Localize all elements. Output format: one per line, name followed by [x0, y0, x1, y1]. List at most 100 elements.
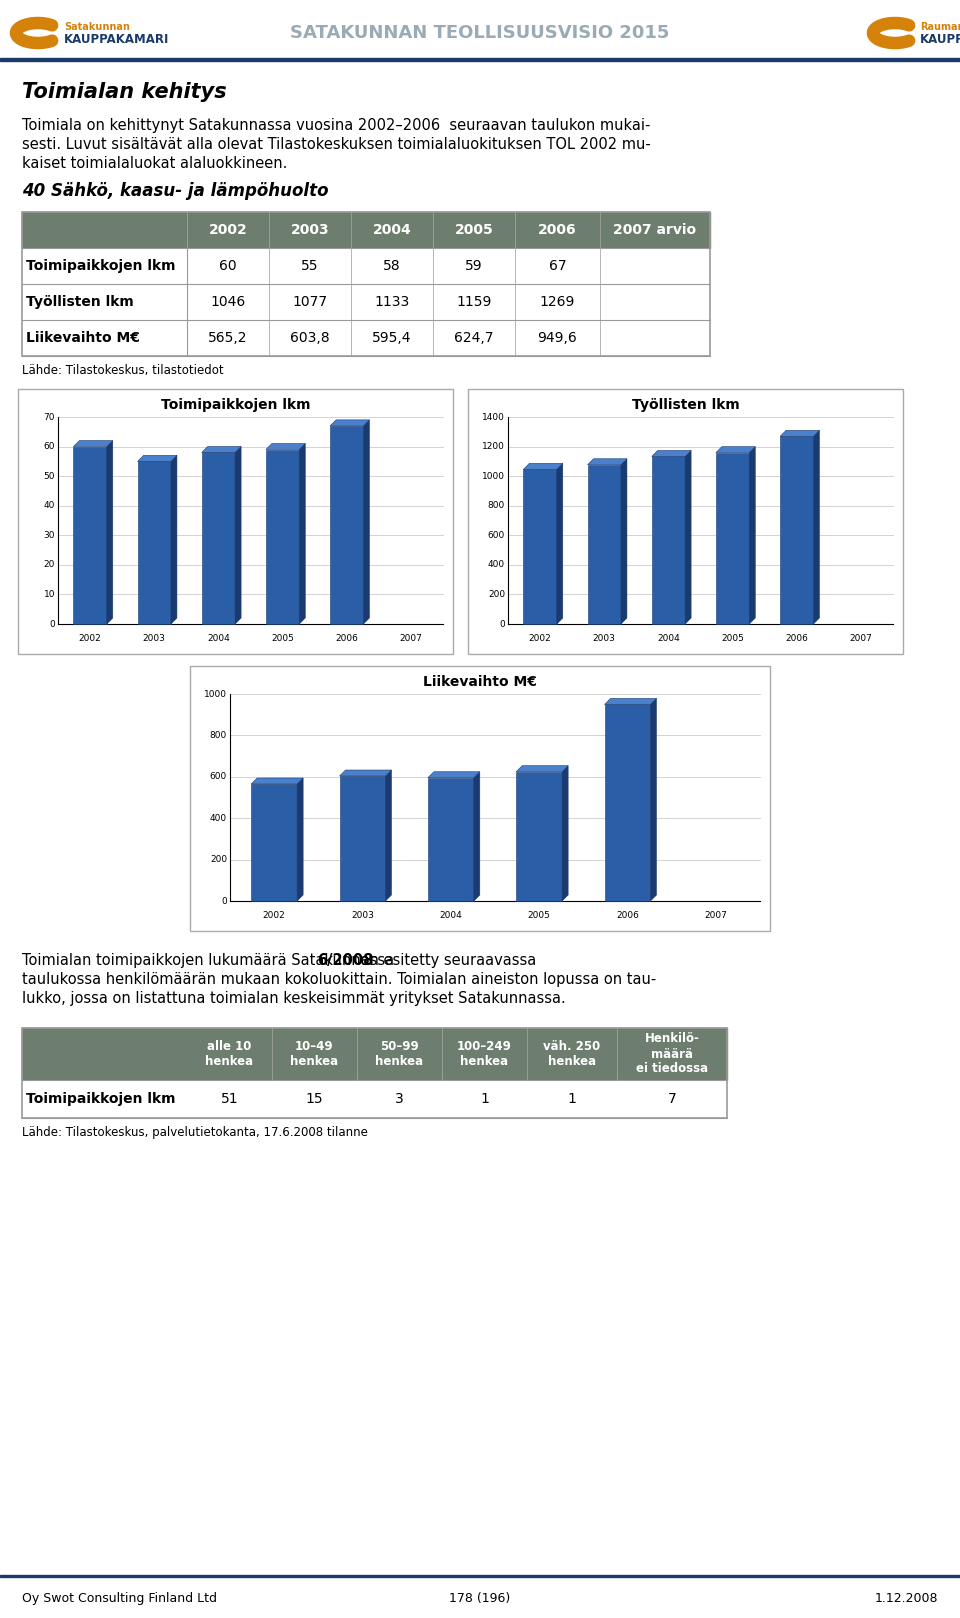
Text: 100–249
henkea: 100–249 henkea	[457, 1040, 512, 1068]
Text: 2007 arvio: 2007 arvio	[613, 223, 697, 236]
Text: Toimiala on kehittynyt Satakunnassa vuosina 2002–2006  seuraavan taulukon mukai-: Toimiala on kehittynyt Satakunnassa vuos…	[22, 118, 650, 133]
Polygon shape	[813, 430, 820, 625]
Polygon shape	[340, 770, 392, 777]
Bar	[266, 450, 300, 625]
Polygon shape	[137, 455, 177, 461]
Text: Lähde: Tilastokeskus, tilastotiedot: Lähde: Tilastokeskus, tilastotiedot	[22, 364, 224, 377]
Text: Rauman: Rauman	[920, 23, 960, 32]
Polygon shape	[235, 447, 241, 625]
Text: 7: 7	[667, 1092, 677, 1107]
Bar	[330, 426, 364, 625]
Text: 2007: 2007	[850, 634, 873, 642]
Bar	[22, 1079, 727, 1118]
Bar	[428, 778, 474, 901]
Text: 400: 400	[488, 560, 505, 570]
Text: 2004: 2004	[657, 634, 680, 642]
Text: 800: 800	[209, 731, 227, 739]
Polygon shape	[651, 699, 657, 901]
Text: 1269: 1269	[540, 294, 575, 309]
Text: 0: 0	[49, 620, 55, 628]
Text: 200: 200	[210, 854, 227, 864]
Text: Liikevaihto M€: Liikevaihto M€	[26, 332, 140, 345]
Text: Toimipaikkojen lkm: Toimipaikkojen lkm	[160, 398, 310, 413]
Text: 1: 1	[567, 1092, 576, 1107]
Text: 1159: 1159	[456, 294, 492, 309]
Text: 2005: 2005	[271, 634, 294, 642]
Text: 1000: 1000	[204, 689, 227, 699]
Bar	[468, 388, 903, 654]
Polygon shape	[298, 778, 303, 901]
Text: 178 (196): 178 (196)	[449, 1592, 511, 1605]
Polygon shape	[252, 778, 303, 785]
Bar	[523, 469, 557, 625]
Text: 2004: 2004	[440, 911, 462, 919]
Polygon shape	[749, 447, 756, 625]
Text: 2002: 2002	[263, 911, 285, 919]
Polygon shape	[330, 421, 370, 426]
Text: 603,8: 603,8	[290, 332, 330, 345]
Polygon shape	[780, 430, 820, 437]
Text: Lähde: Tilastokeskus, palvelutietokanta, 17.6.2008 tilanne: Lähde: Tilastokeskus, palvelutietokanta,…	[22, 1126, 368, 1139]
Polygon shape	[563, 765, 568, 901]
Text: 10: 10	[43, 591, 55, 599]
Text: 10–49
henkea: 10–49 henkea	[291, 1040, 339, 1068]
Text: 200: 200	[488, 591, 505, 599]
Text: 60: 60	[43, 442, 55, 451]
Bar	[516, 772, 563, 901]
Polygon shape	[621, 460, 627, 625]
Text: Satakunnan: Satakunnan	[64, 23, 130, 32]
Text: kaiset toimialaluokat alaluokkineen.: kaiset toimialaluokat alaluokkineen.	[22, 155, 287, 172]
Text: Toimialan toimipaikkojen lukumäärä Satakunnassa: Toimialan toimipaikkojen lukumäärä Satak…	[22, 953, 398, 968]
Polygon shape	[557, 463, 563, 625]
Text: Toimipaikkojen lkm: Toimipaikkojen lkm	[26, 1092, 176, 1107]
Bar	[605, 704, 651, 901]
Text: 1200: 1200	[482, 442, 505, 451]
Polygon shape	[300, 443, 305, 625]
Bar	[252, 785, 298, 901]
Text: 70: 70	[43, 413, 55, 422]
Polygon shape	[386, 770, 392, 901]
Bar	[652, 456, 685, 625]
Polygon shape	[685, 450, 691, 625]
Text: sesti. Luvut sisältävät alla olevat Tilastokeskuksen toimialaluokituksen TOL 200: sesti. Luvut sisältävät alla olevat Tila…	[22, 138, 651, 152]
Text: SATAKUNNAN TEOLLISUUSVISIO 2015: SATAKUNNAN TEOLLISUUSVISIO 2015	[290, 24, 670, 42]
Text: 1000: 1000	[482, 471, 505, 481]
Text: 6/2008: 6/2008	[317, 953, 373, 968]
Text: Henkilö-
määrä
ei tiedossa: Henkilö- määrä ei tiedossa	[636, 1032, 708, 1076]
Polygon shape	[107, 440, 112, 625]
Text: 2003: 2003	[351, 911, 374, 919]
Text: 0: 0	[221, 896, 227, 906]
Text: 59: 59	[466, 259, 483, 273]
Text: Toimipaikkojen lkm: Toimipaikkojen lkm	[26, 259, 176, 273]
Text: 2003: 2003	[143, 634, 166, 642]
Text: 2007: 2007	[399, 634, 422, 642]
Bar	[22, 285, 710, 320]
Bar	[340, 777, 386, 901]
Polygon shape	[474, 772, 480, 901]
Text: 40: 40	[43, 502, 55, 510]
Text: lukko, jossa on listattuna toimialan keskeisimmät yritykset Satakunnassa.: lukko, jossa on listattuna toimialan kes…	[22, 990, 565, 1006]
Bar	[22, 212, 710, 248]
Text: 2005: 2005	[721, 634, 744, 642]
Bar	[780, 437, 813, 625]
Text: 2007: 2007	[705, 911, 728, 919]
Polygon shape	[73, 440, 112, 447]
Bar	[22, 1027, 727, 1079]
Text: 40 Sähkö, kaasu- ja lämpöhuolto: 40 Sähkö, kaasu- ja lämpöhuolto	[22, 181, 328, 201]
Polygon shape	[652, 450, 691, 456]
Text: 2006: 2006	[539, 223, 577, 236]
Text: 2005: 2005	[455, 223, 493, 236]
Text: 2005: 2005	[528, 911, 551, 919]
Text: 800: 800	[488, 502, 505, 510]
Bar	[588, 464, 621, 625]
Bar	[0, 1574, 960, 1578]
Bar	[190, 667, 770, 930]
Text: 2003: 2003	[291, 223, 329, 236]
Text: 67: 67	[549, 259, 566, 273]
Bar	[22, 320, 710, 356]
Polygon shape	[588, 460, 627, 464]
Text: 2004: 2004	[372, 223, 412, 236]
Bar	[18, 388, 453, 654]
Text: 1400: 1400	[482, 413, 505, 422]
Text: 595,4: 595,4	[372, 332, 412, 345]
